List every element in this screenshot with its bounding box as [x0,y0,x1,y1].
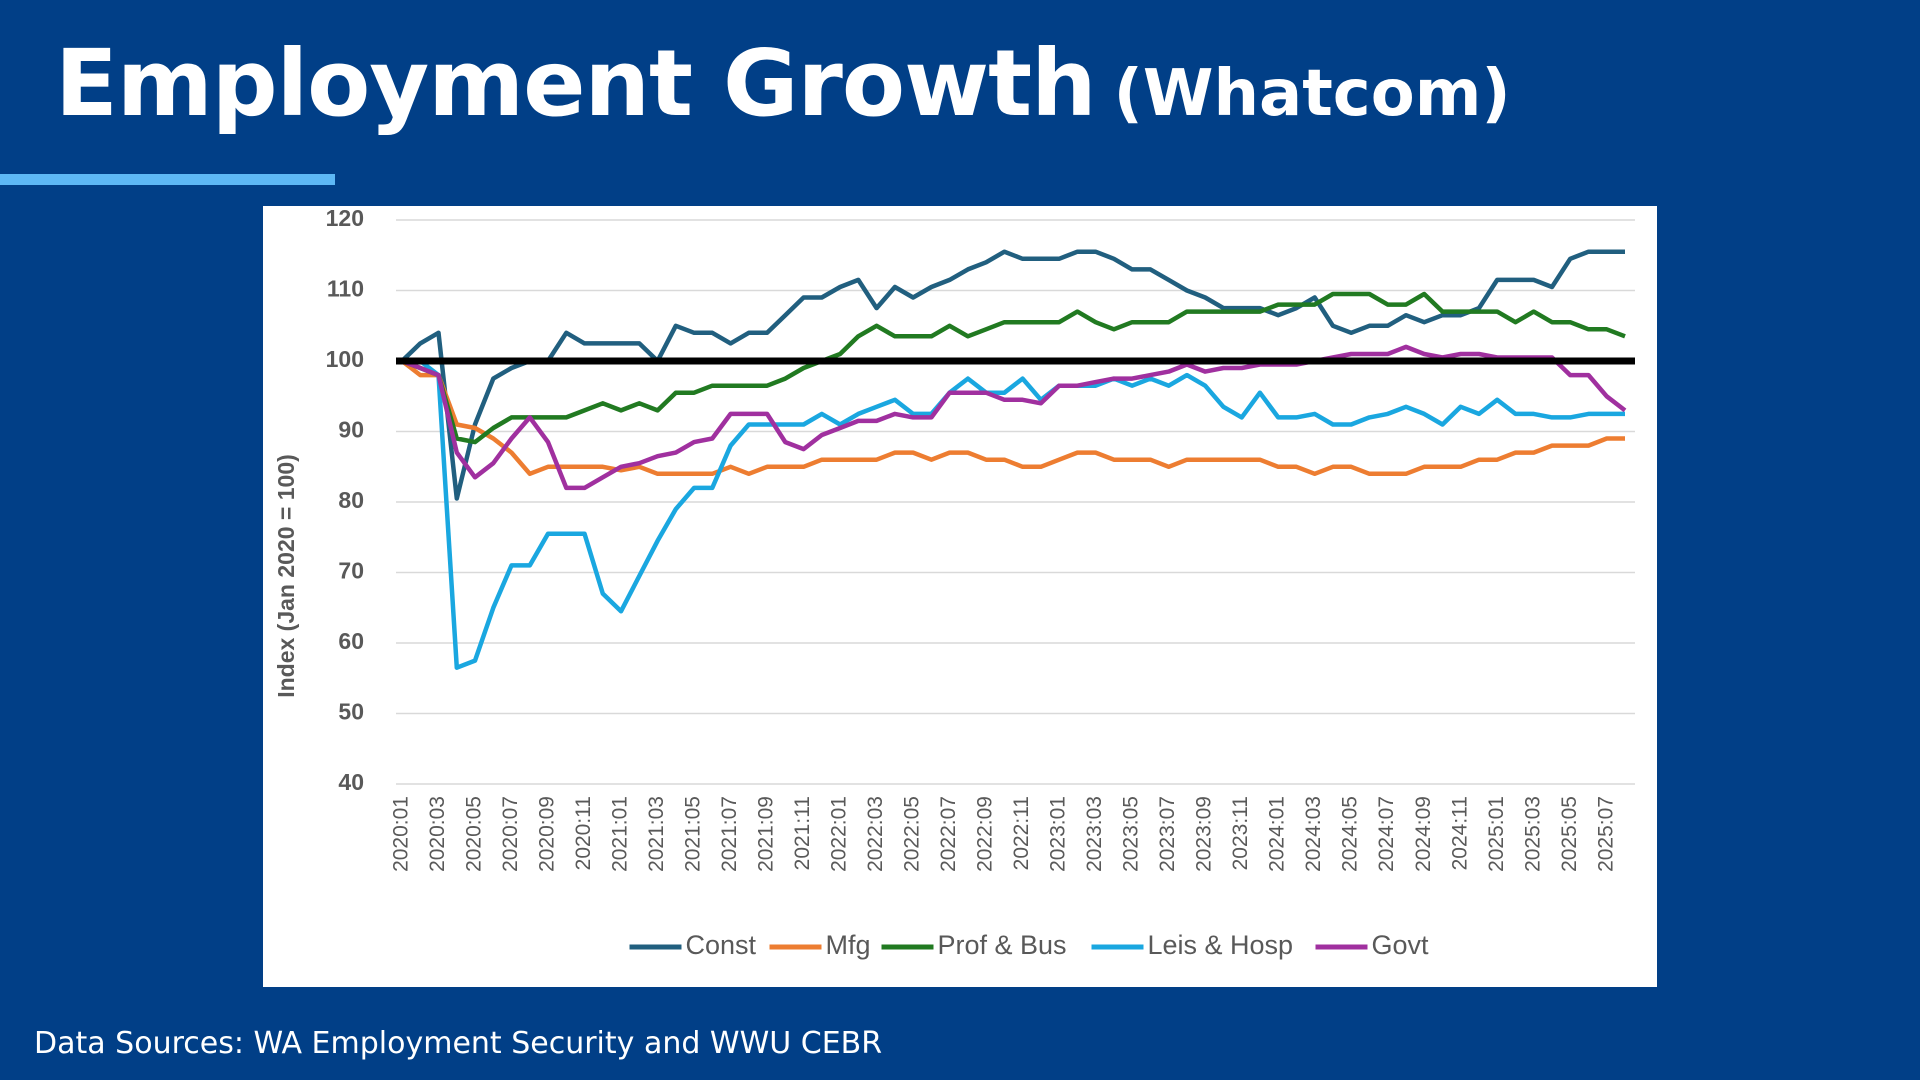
series-line [401,291,1626,445]
series-line [400,359,1625,477]
x-tick-label: 2022:07 [937,796,960,872]
series-line [400,249,1625,501]
y-tick-label: 110 [327,276,364,302]
y-tick-label: 40 [338,769,364,795]
x-tick-label: 2023:03 [1083,796,1106,872]
x-tick-label: 2021:05 [682,796,705,872]
x-tick-label: 2021:03 [645,796,668,872]
x-tick-label: 2020:07 [499,796,522,872]
slide-title: Employment Growth [55,30,1097,137]
legend-label: Prof & Bus [938,930,1067,960]
x-tick-label: 2021:09 [755,796,778,872]
x-tick-label: 2020:05 [463,796,486,872]
x-tick-label: 2022:01 [828,796,851,872]
x-tick-label: 2020:03 [426,796,449,872]
accent-bar [0,174,335,185]
x-tick-label: 2024:07 [1375,796,1398,872]
y-tick-label: 70 [338,558,364,584]
x-tick-label: 2023:09 [1193,796,1216,872]
title: Employment Growth (Whatcom) [55,30,1511,137]
legend-label: Leis & Hosp [1148,930,1294,960]
x-tick-label: 2022:09 [974,796,997,872]
chart-background [263,206,1657,987]
x-tick-label: 2023:05 [1120,796,1143,872]
series-line [402,358,1625,670]
x-tick-label: 2024:09 [1412,796,1435,872]
x-tick-label: 2022:11 [1010,796,1033,870]
x-tick-label: 2023:01 [1047,796,1070,872]
y-tick-label: 100 [326,346,364,372]
source-note: Data Sources: WA Employment Security and… [34,1026,883,1061]
x-tick-label: 2021:01 [609,796,632,872]
x-tick-label: 2020:11 [572,796,595,870]
y-axis-title: Index (Jan 2020 = 100) [273,454,299,698]
x-tick-label: 2024:03 [1302,796,1325,872]
y-tick-label: 50 [338,699,364,725]
x-tick-label: 2021:11 [791,796,814,870]
x-tick-label: 2025:05 [1558,796,1581,872]
series-line [401,344,1627,491]
y-tick-label: 80 [338,487,364,513]
x-tick-label: 2021:07 [718,796,741,872]
legend-label: Govt [1372,930,1430,960]
x-tick-label: 2025:03 [1521,796,1544,872]
chart: Index (Jan 2020 = 100) 40 50 60 70 80 90 100 11… [263,206,1657,987]
x-tick-label: 2024:01 [1266,796,1289,872]
x-tick-label: 2023:07 [1156,796,1179,872]
slide-subtitle: (Whatcom) [1113,57,1511,131]
x-tick-label: 2020:01 [390,796,413,872]
y-tick-label: 120 [326,206,364,231]
x-tick-label: 2020:09 [536,796,559,872]
legend-label: Mfg [826,930,871,960]
x-tick-label: 2024:05 [1339,796,1362,872]
y-tick-label: 90 [338,417,364,443]
x-tick-label: 2022:05 [901,796,924,872]
x-tick-label: 2022:03 [864,796,887,872]
x-tick-label: 2025:01 [1485,796,1508,872]
x-tick-label: 2024:11 [1448,796,1471,870]
legend-label: Const [686,930,757,960]
y-tick-label: 60 [338,628,364,654]
x-tick-label: 2023:11 [1229,796,1252,870]
x-tick-label: 2025:07 [1594,796,1617,872]
